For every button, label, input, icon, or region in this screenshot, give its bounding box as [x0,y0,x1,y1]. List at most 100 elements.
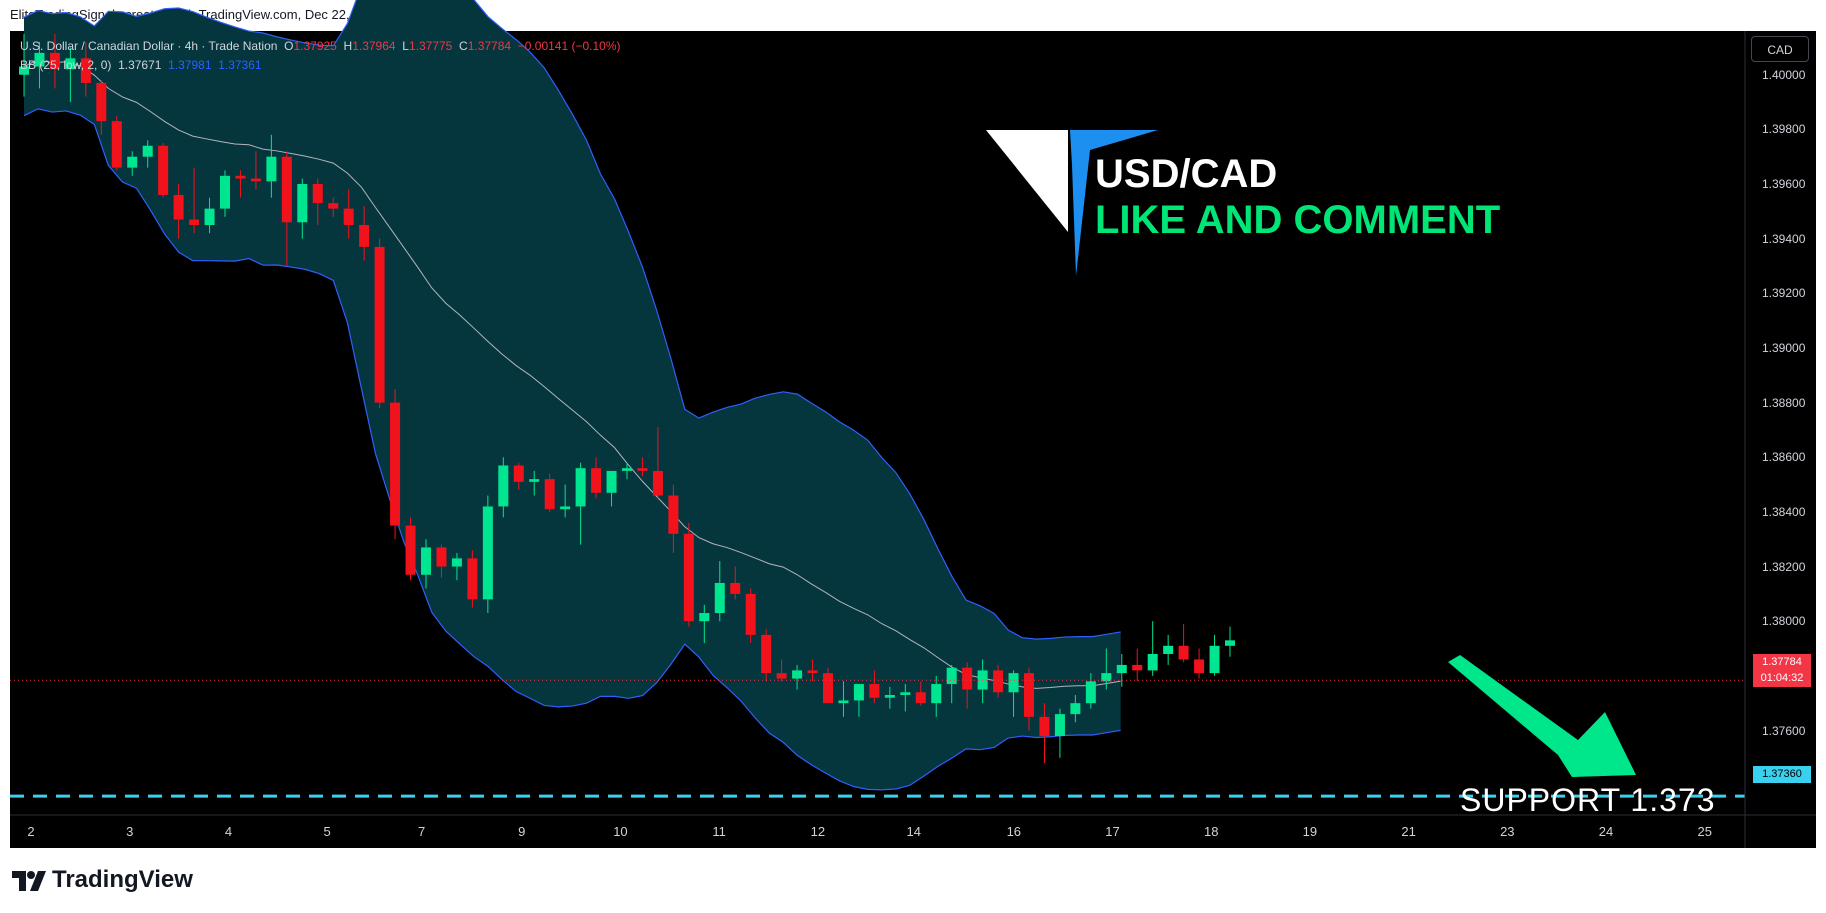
candle-body [1163,645,1174,654]
candle-body [374,246,385,403]
price-tick-label: 1.39600 [1762,177,1806,192]
candle-body [591,468,602,493]
candle-body [421,547,431,575]
price-tick-label: 1.40000 [1762,67,1806,82]
time-tick-label: 12 [810,824,826,839]
countdown-tag: 01:04:32 [1753,670,1811,687]
time-tick-label: 5 [323,824,331,839]
candle-body [1225,640,1235,646]
candle-body [560,506,571,510]
tradingview-icon [12,870,46,891]
candle-body [189,219,200,226]
time-tick-label: 24 [1598,824,1614,839]
band-lower-line [23,108,1121,791]
candle-body [792,670,803,679]
time-tick-label: 17 [1105,824,1120,839]
candle-body [1024,673,1034,717]
candle-body [49,52,60,70]
legend-change: −0.00141 (−0.10%) [517,39,621,53]
legend-low: 1.37775 [408,39,453,53]
candle-body [482,506,493,600]
candle-body [467,558,478,600]
support-label: SUPPORT 1.373 [1460,782,1716,818]
candle-body [328,203,339,209]
candle-body [127,156,138,168]
logo-white-wing [986,130,1068,232]
candle-body [1178,645,1189,660]
candle-body [993,670,1004,693]
band-basis-line [23,59,1121,689]
candle-body [297,184,308,223]
band-upper-line [23,0,1121,640]
time-tick-label: 21 [1401,824,1416,839]
candle-body [575,468,586,507]
price-tick-label: 1.39800 [1762,122,1806,137]
time-tick-label: 18 [1203,824,1219,839]
legend-symbol: U.S. Dollar / Canadian Dollar · 4h · Tra… [20,39,278,53]
candle-body [544,479,555,510]
candle-body [1147,653,1158,671]
candle-body [745,593,756,635]
candle-body [668,495,679,534]
candle-body [699,613,710,622]
candle-body [1085,681,1096,704]
candle-body [529,479,540,482]
candle-body [1132,664,1143,671]
candle-body [730,582,741,594]
time-tick-label: 2 [27,824,35,839]
candles [19,33,1235,764]
bb-lower: 1.37361 [218,58,262,72]
candle-body [390,402,401,526]
price-tick-label: 1.38600 [1762,450,1806,465]
candle-body [312,184,323,204]
legend-h-label: H [343,39,353,53]
candle-body [776,673,787,679]
candle-body [513,465,524,482]
candle-body [1101,673,1112,682]
candle-body [931,684,942,704]
candle-body [838,700,849,704]
legend-row-main: U.S. Dollar / Canadian Dollar · 4h · Tra… [20,39,621,53]
candle-body [915,692,926,704]
candle-body [869,684,880,698]
time-tick-label: 10 [613,824,628,839]
candle-body [1209,645,1220,674]
currency-button[interactable]: CAD [1751,36,1809,62]
time-tick-label: 9 [518,824,526,839]
legend-o-label: O [284,39,294,53]
price-tick-label: 1.39200 [1762,286,1806,301]
overlay-subtitle: LIKE AND COMMENT [1095,198,1501,242]
candle-body [1070,703,1081,715]
legend-l-label: L [402,39,409,53]
candle-body [1116,664,1127,674]
overlay-title: USD/CAD [1095,152,1278,196]
time-tick-label: 4 [224,824,233,839]
candle-body [204,208,215,226]
legend-close: 1.37784 [467,39,512,53]
candle-body [405,525,416,575]
candle-body [714,582,725,614]
candle-body [498,465,509,507]
candle-body [142,145,153,157]
legend-open: 1.37925 [293,39,337,53]
time-tick-label: 7 [417,824,426,839]
price-tick-label: 1.38000 [1762,614,1806,629]
tradingview-logo[interactable]: TradingView [12,866,193,894]
price-tick-label: 1.37600 [1762,723,1806,738]
candle-body [235,175,246,179]
candle-body [761,634,772,674]
candle-body [80,58,91,83]
price-tick-label: 1.39000 [1762,340,1806,355]
candle-body [946,667,957,685]
brand-text: TradingView [52,866,193,893]
price-tick-label: 1.39400 [1762,231,1806,246]
bb-label: BB (25, low, 2, 0) [20,58,112,72]
candle-body [65,58,76,70]
candle-body [1039,716,1050,736]
time-tick-label: 3 [126,824,134,839]
bb-upper: 1.37981 [168,58,212,72]
candle-body [451,558,462,567]
price-tick-label: 1.38200 [1762,559,1806,574]
candle-body [34,52,45,67]
